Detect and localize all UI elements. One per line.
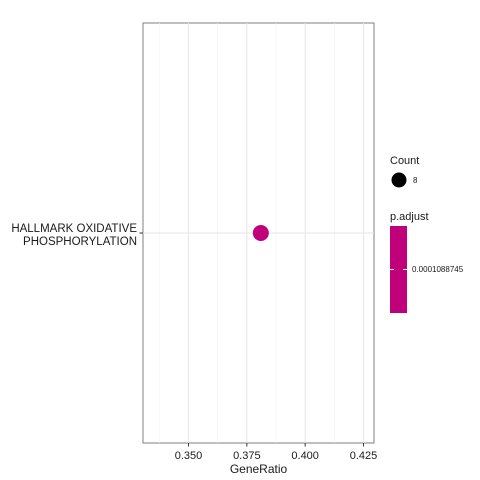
size-legend: Count 8 (390, 155, 419, 188)
color-legend-label: 0.0001088745 (412, 265, 464, 274)
x-axis-title: GeneRatio (230, 462, 288, 476)
size-legend-label: 8 (413, 176, 418, 185)
color-legend: p.adjust 0.0001088745 (390, 211, 464, 313)
x-tick-label: 0.425 (350, 450, 378, 462)
size-legend-key (391, 172, 407, 188)
x-axis-ticks: 0.350 0.375 0.400 0.425 (175, 443, 378, 462)
y-tick-label-line1: HALLMARK OXIDATIVE (11, 223, 137, 235)
size-legend-title: Count (390, 155, 419, 167)
y-tick-label-line2: PHOSPHORYLATION (23, 236, 137, 248)
color-legend-bar (390, 226, 407, 313)
data-point (252, 225, 269, 241)
color-legend-title: p.adjust (390, 211, 429, 223)
data-points (252, 225, 269, 241)
x-tick-label: 0.350 (175, 450, 203, 462)
x-tick-label: 0.375 (233, 450, 261, 462)
x-tick-label: 0.400 (291, 450, 319, 462)
